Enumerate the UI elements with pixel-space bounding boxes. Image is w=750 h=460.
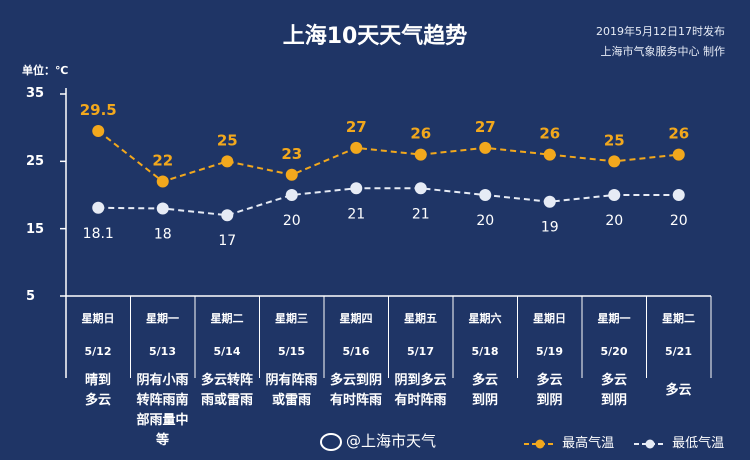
series-line-low (98, 187, 679, 217)
series-line-high (97, 130, 679, 183)
weekday-label: 星期日 (533, 312, 566, 325)
weekday-label: 星期三 (275, 312, 308, 325)
data-label-low: 17 (218, 233, 236, 249)
data-point-low (479, 189, 492, 201)
publisher: 上海市气象服务中心 制作 (600, 45, 726, 58)
source-label: @上海市天气 (346, 432, 437, 450)
data-point-low (285, 189, 298, 201)
data-label-low: 21 (412, 206, 430, 222)
publish-info: 2019年5月12日17时发布 上海市气象服务中心 制作 (596, 22, 725, 62)
data-point-high (285, 168, 298, 181)
weekday-label: 星期四 (339, 312, 373, 325)
weather-description: 阴有阵雨 或雷雨 (265, 373, 318, 408)
data-label-high: 23 (281, 145, 302, 163)
weekday-label: 星期一 (597, 312, 631, 325)
date-label: 5/20 (600, 345, 628, 358)
data-label-high: 22 (152, 152, 173, 170)
data-label-high: 27 (346, 118, 367, 136)
data-label-low: 21 (347, 206, 365, 222)
date-label: 5/13 (149, 345, 176, 358)
data-label-low: 19 (541, 220, 559, 236)
data-label-low: 20 (476, 213, 494, 229)
y-tick-label: 25 (26, 154, 45, 169)
weekday-label: 星期五 (404, 312, 437, 325)
data-point-low (221, 209, 234, 222)
y-tick-label: 5 (26, 289, 36, 304)
data-label-high: 26 (539, 125, 560, 143)
y-tick-label: 15 (26, 222, 45, 237)
data-label-low: 20 (283, 213, 301, 229)
data-label-low: 18.1 (83, 226, 114, 242)
data-point-high (414, 148, 427, 161)
data-point-low (156, 202, 169, 215)
weather-description: 阴到多云 有时阵雨 (394, 373, 447, 408)
data-point-low (672, 189, 685, 201)
weather-description: 多云 到阴 (600, 373, 627, 408)
unit-label: 单位：℃ (22, 64, 69, 77)
data-point-high (608, 155, 621, 168)
data-point-low (608, 189, 621, 201)
publish-time: 2019年5月12日17时发布 (596, 25, 725, 38)
date-label: 5/21 (665, 345, 692, 358)
weather-description: 多云到阴 有时阵雨 (329, 373, 382, 408)
data-point-low (543, 195, 556, 208)
weather-description: 多云 到阴 (471, 373, 498, 408)
date-label: 5/19 (536, 345, 563, 358)
date-label: 5/12 (84, 345, 112, 358)
y-tick-label: 35 (26, 86, 45, 101)
legend-low-marker (634, 439, 666, 448)
weather-description: 多云 到阴 (536, 373, 563, 408)
data-label-low: 20 (670, 213, 688, 229)
weekday-label: 星期二 (662, 312, 695, 325)
data-point-low (92, 201, 105, 214)
data-label-low: 20 (605, 213, 623, 229)
date-label: 5/15 (278, 345, 305, 358)
weather-description: 晴到 多云 (84, 373, 111, 408)
data-point-high (92, 125, 105, 138)
data-point-low (414, 182, 427, 195)
weibo-source: @上海市天气 (320, 430, 436, 451)
weekday-label: 星期日 (81, 312, 115, 325)
data-label-high: 29.5 (80, 101, 117, 119)
weekday-label: 星期六 (468, 312, 502, 325)
data-label-high: 25 (217, 131, 238, 149)
weather-description: 多云 (665, 383, 692, 398)
data-label-high: 26 (410, 125, 431, 143)
chart-title: 上海10天天气趋势 (282, 24, 468, 49)
weather-description: 多云转阵 雨或雷雨 (200, 373, 253, 408)
data-label-high: 27 (475, 118, 496, 136)
weekday-label: 星期一 (146, 312, 179, 325)
data-label-high: 25 (604, 131, 625, 149)
weibo-icon (320, 432, 342, 451)
data-point-high (156, 175, 169, 188)
data-point-high (543, 148, 556, 161)
data-label-low: 18 (154, 226, 172, 242)
data-point-high (350, 141, 363, 154)
weather-description: 阴有小雨 转阵雨南 部雨量中等 (136, 373, 189, 448)
data-point-high (221, 155, 234, 168)
date-label: 5/16 (342, 345, 370, 358)
date-label: 5/17 (407, 345, 434, 358)
legend-low-label: 最低气温 (672, 436, 725, 451)
data-label-high: 26 (668, 125, 689, 143)
data-point-high (479, 141, 492, 154)
data-point-low (350, 182, 363, 195)
data-point-high (672, 148, 685, 161)
legend-low: 最低气温 (632, 432, 724, 451)
date-label: 5/14 (213, 345, 241, 358)
weekday-label: 星期二 (210, 312, 244, 325)
legend-high: 最高气温 (522, 432, 614, 451)
legend-high-label: 最高气温 (562, 436, 615, 451)
date-label: 5/18 (471, 345, 499, 358)
legend-high-marker (524, 439, 556, 448)
